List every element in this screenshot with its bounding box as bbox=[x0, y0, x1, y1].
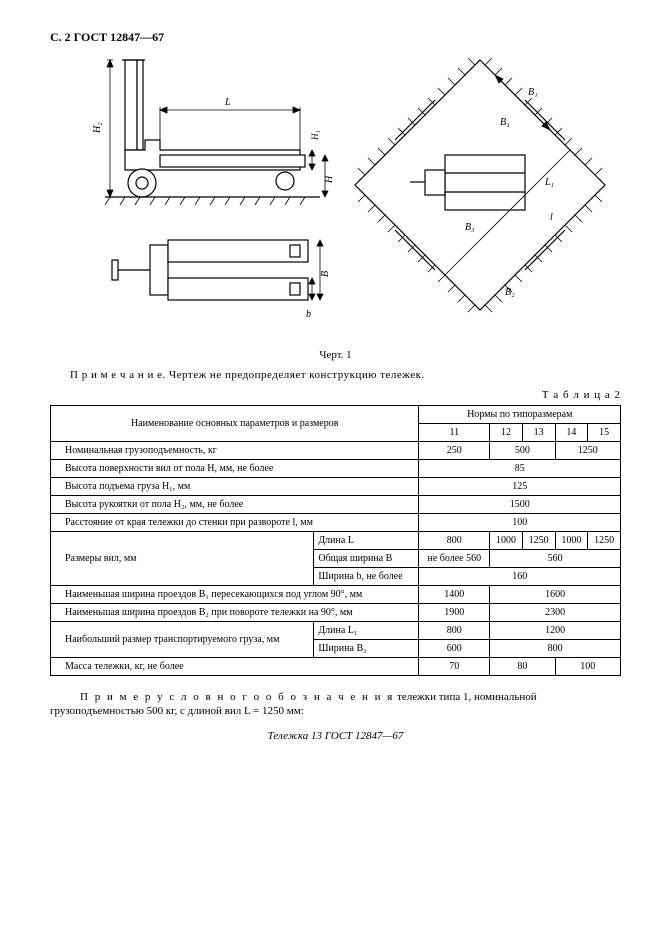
dim-L: L bbox=[224, 97, 231, 108]
page-header: С. 2 ГОСТ 12847—67 bbox=[50, 30, 621, 45]
dim-H: H bbox=[324, 175, 335, 184]
r6-0-v4: 1250 bbox=[588, 532, 621, 550]
r8-v1: 2300 bbox=[490, 604, 621, 622]
dim-B1: B₁ bbox=[528, 87, 538, 98]
r10-name: Масса тележки, кг, не более bbox=[51, 658, 419, 676]
size-15: 15 bbox=[588, 424, 621, 442]
table-row: Высота рукоятки от пола H₂, мм, не более… bbox=[51, 496, 621, 514]
dim-H2: H₂ bbox=[92, 122, 103, 134]
r3-v: 125 bbox=[419, 478, 621, 496]
r9-1-v1: 800 bbox=[490, 640, 621, 658]
r9-0-v0: 800 bbox=[419, 622, 490, 640]
r8-v0: 1900 bbox=[419, 604, 490, 622]
r9-0-name: Длина L₁ bbox=[314, 622, 419, 640]
example-text: П р и м е р у с л о в н о г о о б о з н … bbox=[50, 690, 621, 719]
r6-0-v3: 1000 bbox=[555, 532, 588, 550]
r3-name: Высота подъема груза H₁, мм bbox=[51, 478, 419, 496]
r6-2-v: 160 bbox=[419, 568, 621, 586]
size-14: 14 bbox=[555, 424, 588, 442]
dim-H1: H₁ bbox=[310, 130, 320, 141]
example-prefix: П р и м е р у с л о в н о г о о б о з н … bbox=[80, 691, 394, 703]
dim-B3-bot: B₃ bbox=[465, 222, 475, 233]
dim-L1: L₁ bbox=[544, 177, 554, 188]
th-norms: Нормы по типоразмерам bbox=[419, 406, 621, 424]
r6-group: Размеры вил, мм bbox=[51, 532, 314, 586]
r7-v0: 1400 bbox=[419, 586, 490, 604]
r9-group: Наибольший размер транспортируемого груз… bbox=[51, 622, 314, 658]
technical-drawing: H₂ L H₁ H bbox=[50, 55, 621, 345]
size-12: 12 bbox=[490, 424, 523, 442]
r4-v: 1500 bbox=[419, 496, 621, 514]
r2-v: 85 bbox=[419, 460, 621, 478]
table-title: Т а б л и ц а 2 bbox=[50, 389, 621, 401]
r1-v2: 1250 bbox=[555, 442, 620, 460]
r6-1-v0: не более 560 bbox=[419, 550, 490, 568]
r6-1-name: Общая ширина B bbox=[314, 550, 419, 568]
r10-v2: 100 bbox=[555, 658, 620, 676]
r6-1-v1: 560 bbox=[490, 550, 621, 568]
dim-l: l bbox=[550, 212, 553, 223]
r7-v1: 1600 bbox=[490, 586, 621, 604]
dim-b: b bbox=[306, 309, 311, 320]
r4-name: Высота рукоятки от пола H₂, мм, не более bbox=[51, 496, 419, 514]
size-11: 11 bbox=[419, 424, 490, 442]
r10-v0: 70 bbox=[419, 658, 490, 676]
designation: Тележка 13 ГОСТ 12847—67 bbox=[50, 730, 621, 742]
note: П р и м е ч а н и е. Чертеж не предопред… bbox=[50, 369, 621, 381]
table-row: Размеры вил, мм Длина L 800 1000 1250 10… bbox=[51, 532, 621, 550]
table-row: Номинальная грузоподъемность, кг 250 500… bbox=[51, 442, 621, 460]
r5-name: Расстояние от края тележки до стенки при… bbox=[51, 514, 419, 532]
table-row: Масса тележки, кг, не более 70 80 100 bbox=[51, 658, 621, 676]
dim-B3-top: B₃ bbox=[500, 117, 510, 128]
note-label: П р и м е ч а н и е. bbox=[70, 369, 166, 381]
figure-caption: Черт. 1 bbox=[50, 349, 621, 361]
r7-name: Наименьшая ширина проездов B₁ пересекающ… bbox=[51, 586, 419, 604]
table-row: Высота поверхности вил от пола H, мм, не… bbox=[51, 460, 621, 478]
dim-B: B bbox=[320, 271, 331, 277]
r1-name: Номинальная грузоподъемность, кг bbox=[51, 442, 419, 460]
r6-0-v2: 1250 bbox=[522, 532, 555, 550]
r8-name: Наименьшая ширина проездов B₂ при поворо… bbox=[51, 604, 419, 622]
r2-name: Высота поверхности вил от пола H, мм, не… bbox=[51, 460, 419, 478]
size-13: 13 bbox=[522, 424, 555, 442]
r1-v0: 250 bbox=[419, 442, 490, 460]
th-param: Наименование основных параметров и разме… bbox=[51, 406, 419, 442]
note-text: Чертеж не предопределяет конструкцию тел… bbox=[169, 369, 425, 381]
r9-1-name: Ширина B₃ bbox=[314, 640, 419, 658]
r6-0-name: Длина L bbox=[314, 532, 419, 550]
r9-0-v1: 1200 bbox=[490, 622, 621, 640]
r5-v: 100 bbox=[419, 514, 621, 532]
r6-2-name: Ширина b, не более bbox=[314, 568, 419, 586]
table-row: Наименьшая ширина проездов B₂ при поворо… bbox=[51, 604, 621, 622]
table-row: Расстояние от края тележки до стенки при… bbox=[51, 514, 621, 532]
r6-0-v0: 800 bbox=[419, 532, 490, 550]
r10-v1: 80 bbox=[490, 658, 555, 676]
parameters-table: Наименование основных параметров и разме… bbox=[50, 405, 621, 676]
table-row: Наибольший размер транспортируемого груз… bbox=[51, 622, 621, 640]
table-row: Наименьшая ширина проездов B₁ пересекающ… bbox=[51, 586, 621, 604]
r6-0-v1: 1000 bbox=[490, 532, 523, 550]
r1-v1: 500 bbox=[490, 442, 555, 460]
table-row: Высота подъема груза H₁, мм 125 bbox=[51, 478, 621, 496]
dim-B2: B₂ bbox=[505, 287, 515, 298]
r9-1-v0: 600 bbox=[419, 640, 490, 658]
